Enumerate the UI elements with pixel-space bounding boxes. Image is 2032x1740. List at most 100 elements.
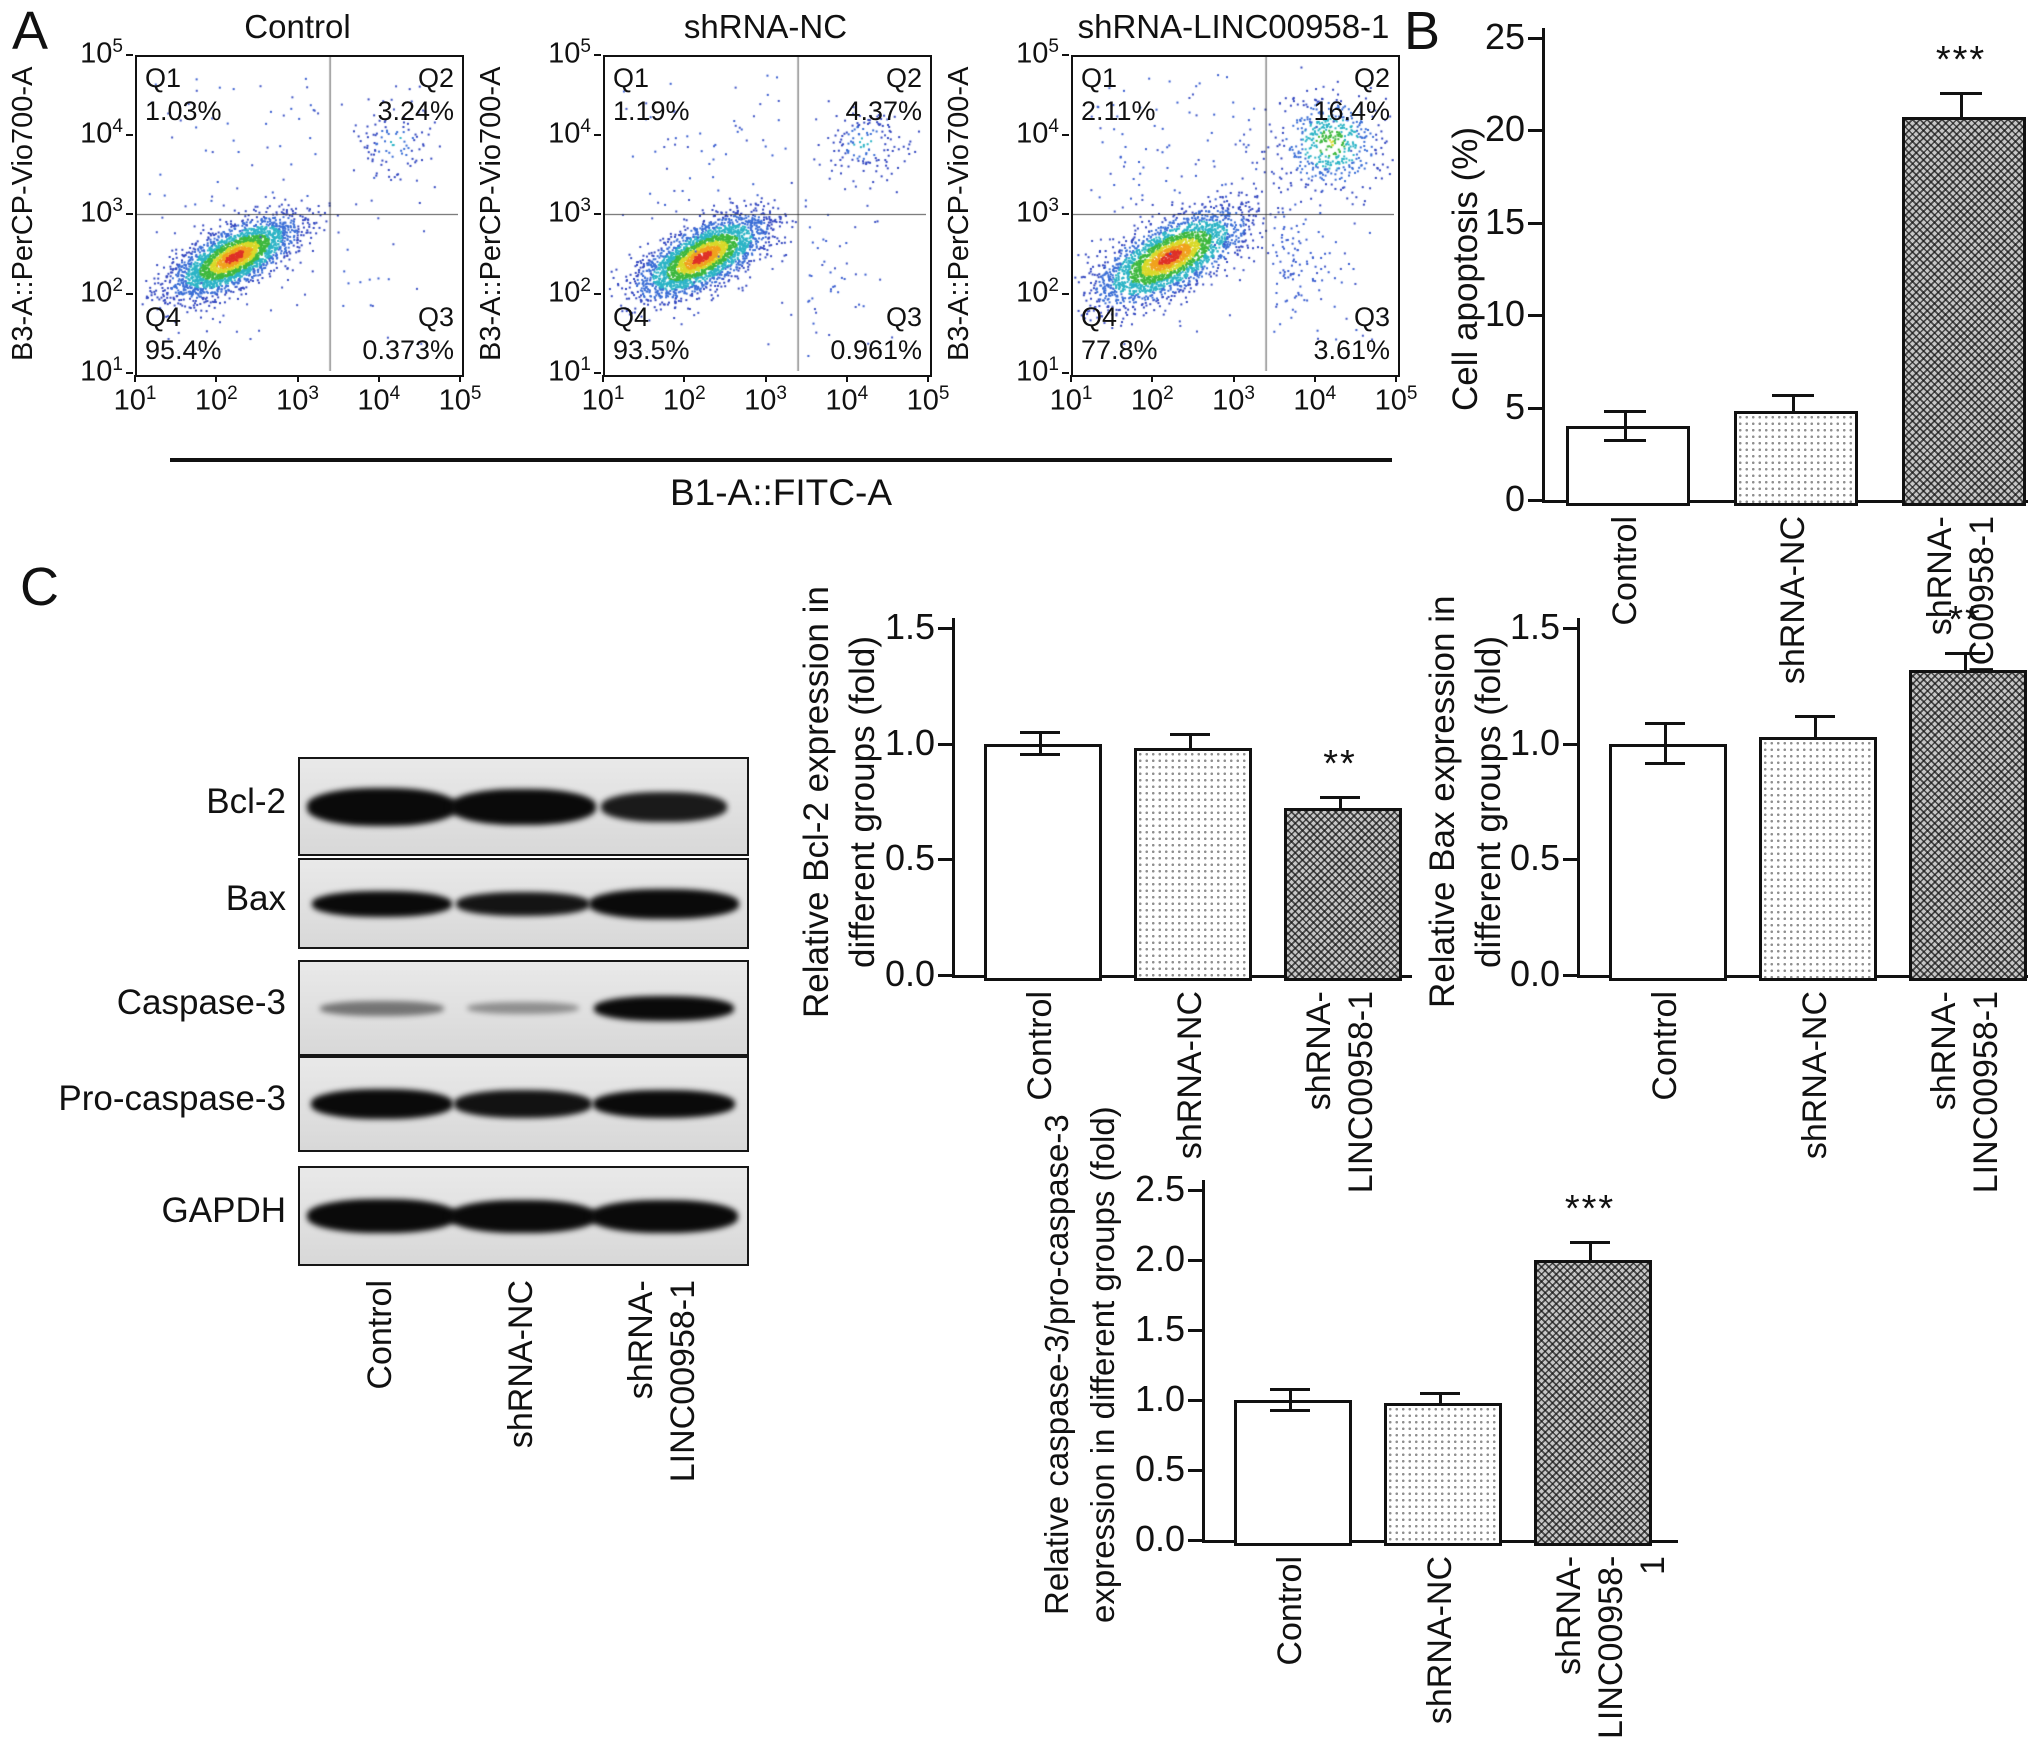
tick-base: 10 [548,37,581,70]
tick-exponent: 3 [776,383,787,404]
blot-row-label: Pro-caspase-3 [58,1079,286,1118]
flow-y-tick-mark [126,292,133,295]
bar [1902,117,2026,506]
flow-x-tick-label: 105 [1351,383,1441,418]
flow-y-tick-label: 105 [43,36,123,71]
tick-exponent: 1 [1081,383,1093,404]
flow-y-tick-label: 101 [979,354,1059,389]
tick-base: 10 [80,355,113,388]
y-tick-mark [938,858,952,862]
blot-row-label: Caspase-3 [116,983,286,1022]
quadrant-percent: 93.5% [613,335,690,365]
y-tick-label: 1.5 [1134,1308,1185,1349]
tick-base: 10 [357,384,390,417]
tick-exponent: 4 [580,115,591,137]
flow-plot-frame: Q1 2.11% Q2 16.4% Q4 77.8% Q3 3.61% [1071,55,1400,377]
error-bar-line [1663,722,1667,765]
y-tick-label: 0.5 [1134,1448,1185,1489]
y-tick-label: 0.0 [1509,953,1560,994]
flow-y-tick-label: 102 [511,275,591,310]
flow-y-tick-mark [1062,213,1069,215]
flow-x-tick-mark [1313,375,1316,382]
panel-b-label: B [1404,1,1441,61]
quadrant-label-q2: Q2 3.24% [377,62,454,128]
quadrant-percent: 4.37% [845,96,922,126]
blot-box [298,960,749,1056]
flow-x-tick-mark [845,375,848,382]
quadrant-percent: 1.19% [613,96,690,126]
quadrant-name: Q1 [145,63,182,93]
tick-exponent: 4 [1048,115,1059,137]
tick-base: 10 [276,384,309,417]
flow-x-tick-mark [927,375,929,382]
y-tick-mark [938,627,952,630]
flow-plot-title: Control [244,8,351,45]
flow-x-tick-label: 101 [90,383,180,418]
error-bar-line [1288,1388,1292,1412]
y-tick-mark [1188,1539,1202,1542]
flow-x-tick-mark [1070,375,1072,382]
y-tick-label: 5 [1504,385,1525,427]
tick-base: 10 [1016,196,1049,229]
y-tick-mark [938,742,952,746]
quadrant-name: Q4 [1081,302,1118,332]
y-tick-label: 25 [1484,16,1525,57]
quadrant-percent: 0.373% [362,335,454,365]
flow-x-tick-mark [602,375,604,382]
y-tick-mark [1188,1399,1202,1402]
bar [1609,743,1727,981]
y-axis-line [952,618,955,978]
category-label: shRNA-NC [1171,991,1209,1160]
quadrant-name: Q1 [1081,63,1118,93]
blot-band [593,1090,735,1118]
tick-exponent: 3 [580,195,591,216]
blot-band [467,1002,579,1014]
y-tick-mark [1188,1189,1202,1192]
tick-base: 10 [548,276,581,309]
bar [1384,1402,1502,1546]
y-tick-mark [1528,314,1542,318]
flow-scatter-canvas [1073,57,1394,371]
blot-band [320,1000,444,1016]
flow-y-tick-label: 103 [43,195,123,230]
panel-c-label: C [20,557,59,617]
error-bar-cap-bottom [1604,438,1646,442]
y-tick-mark [1563,627,1577,630]
bar [1134,748,1252,981]
tick-base: 10 [80,276,113,309]
quadrant-label-q3: Q3 0.961% [830,301,922,367]
tick-base: 10 [438,384,471,417]
y-tick-mark [1563,858,1577,862]
flow-x-tick-label: 105 [415,383,505,418]
error-bar-line [1623,411,1627,441]
error-bar-cap-top [1795,714,1835,718]
blot-band [312,890,452,917]
significance-stars: ** [1323,742,1357,785]
tick-base: 10 [548,117,581,150]
tick-exponent: 2 [1048,274,1059,296]
category-label: Control [1271,1556,1309,1666]
flow-y-tick-label: 102 [43,275,123,310]
tick-exponent: 2 [695,383,706,404]
error-bar-cap-top [1945,652,1985,656]
blot-band [311,1089,453,1119]
quadrant-percent: 2.11% [1081,96,1156,126]
error-bar-line [1038,732,1042,756]
significance-stars: *** [1564,1187,1616,1230]
tick-base: 10 [1049,384,1082,417]
flow-x-tick-mark [683,375,686,382]
flow-x-tick-label: 103 [253,383,343,418]
tick-exponent: 5 [938,383,950,404]
blot-box [298,858,749,949]
blot-band [456,891,590,916]
panel-a-label: A [12,1,49,61]
quadrant-label-q2: Q2 4.37% [845,62,922,128]
flow-y-tick-label: 104 [979,116,1059,151]
tick-base: 10 [825,384,858,417]
y-tick-mark [1563,742,1577,746]
flow-x-tick-label: 105 [883,383,973,418]
tick-exponent: 1 [580,354,591,375]
flow-y-tick-label: 105 [979,36,1059,71]
quadrant-label-q4: Q4 95.4% [145,301,222,367]
